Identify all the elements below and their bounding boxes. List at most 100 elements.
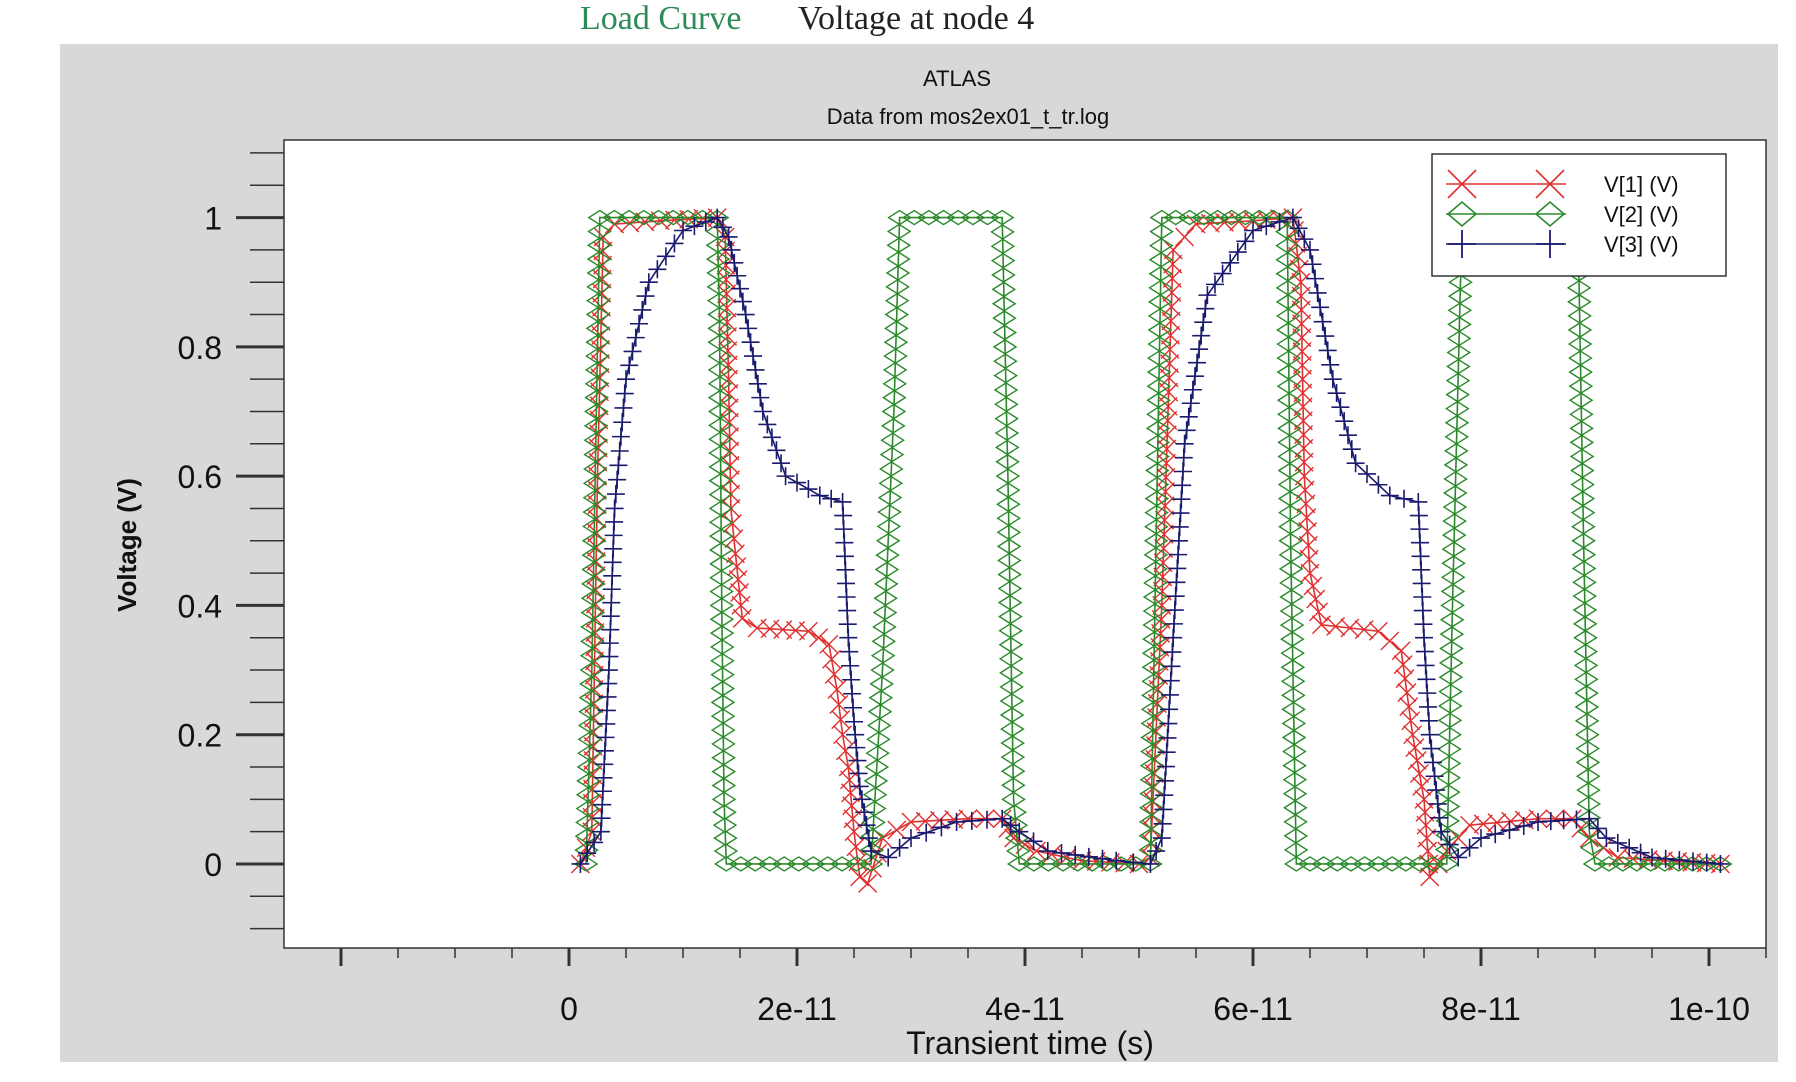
data-point	[1419, 711, 1438, 730]
data-point	[1568, 392, 1594, 409]
data-point	[1574, 671, 1599, 688]
data-point	[576, 773, 601, 789]
data-point	[709, 556, 734, 572]
data-point	[931, 209, 956, 226]
data-point	[1221, 253, 1240, 272]
data-point	[1445, 372, 1471, 389]
data-point	[917, 823, 936, 842]
data-point	[1093, 849, 1112, 868]
data-point	[585, 348, 610, 364]
data-point	[1275, 265, 1301, 282]
data-point	[1409, 763, 1429, 783]
data-point	[1438, 655, 1464, 671]
data-point	[887, 209, 912, 226]
data-point	[646, 209, 671, 226]
data-point	[827, 679, 847, 699]
data-point	[1159, 368, 1179, 388]
data-point	[1428, 794, 1447, 813]
data-point	[710, 694, 736, 711]
data-point	[1441, 541, 1467, 558]
data-point	[584, 375, 610, 392]
data-point	[575, 786, 601, 803]
data-point	[582, 489, 608, 506]
data-point	[798, 621, 818, 641]
data-point	[1368, 621, 1388, 641]
data-point	[1448, 274, 1473, 291]
data-point	[1289, 219, 1308, 238]
data-point	[1165, 614, 1184, 633]
data-point	[717, 312, 737, 332]
data-point	[771, 856, 797, 872]
data-point	[585, 833, 604, 852]
data-point	[998, 608, 1023, 625]
data-point	[583, 446, 608, 463]
x-tick-label: 8e-11	[1441, 991, 1520, 1027]
legend-markers	[1447, 169, 1565, 199]
data-point	[831, 710, 851, 730]
data-point	[1624, 856, 1650, 872]
data-point	[571, 854, 590, 873]
data-point	[707, 403, 733, 420]
data-point	[1596, 856, 1622, 872]
data-point	[577, 745, 602, 761]
series-1	[570, 208, 1730, 893]
data-point	[1442, 499, 1468, 515]
data-point	[1571, 532, 1596, 549]
data-point	[574, 842, 599, 858]
x-tick-label: 4e-11	[985, 991, 1064, 1027]
data-point	[1159, 714, 1178, 733]
data-point	[713, 830, 738, 846]
data-point	[586, 237, 612, 254]
data-point	[1638, 856, 1664, 872]
data-point	[996, 524, 1022, 541]
data-point	[1277, 434, 1302, 451]
data-point	[1147, 842, 1166, 861]
data-point	[1327, 384, 1346, 403]
data-point	[1141, 645, 1167, 662]
data-point	[1366, 856, 1391, 872]
data-point	[829, 695, 849, 715]
data-point	[1440, 583, 1466, 600]
data-point	[1155, 510, 1175, 530]
data-point	[748, 374, 767, 393]
data-point	[1436, 784, 1461, 800]
data-point	[675, 209, 701, 226]
data-point	[999, 693, 1025, 709]
data-point	[1369, 475, 1388, 494]
y-tick-label: 0.8	[178, 330, 222, 366]
data-point	[883, 348, 908, 364]
data-point	[1158, 396, 1178, 416]
data-point	[1219, 209, 1244, 226]
data-point	[1233, 209, 1258, 226]
data-point	[1191, 209, 1216, 226]
data-point	[718, 355, 738, 375]
data-point	[728, 266, 747, 285]
data-point	[1143, 532, 1169, 549]
data-point	[1146, 364, 1172, 380]
data-point	[1708, 856, 1733, 872]
data-point	[866, 731, 891, 748]
data-point	[800, 856, 826, 872]
data-point	[580, 604, 606, 621]
data-point	[712, 804, 737, 821]
data-point	[901, 812, 921, 832]
data-point	[850, 867, 870, 887]
data-point	[991, 281, 1017, 298]
data-point	[585, 306, 611, 323]
data-point	[1303, 576, 1323, 596]
data-point	[947, 812, 966, 831]
data-point	[843, 684, 862, 703]
data-point	[1379, 856, 1405, 872]
data-point	[708, 459, 733, 475]
data-point	[862, 800, 887, 817]
data-point	[1279, 617, 1305, 633]
data-point	[1138, 856, 1163, 872]
data-point	[1159, 382, 1179, 402]
data-point	[1141, 659, 1167, 676]
data-point	[875, 547, 900, 563]
data-point	[1003, 817, 1029, 834]
data-point	[709, 611, 735, 628]
data-point	[580, 619, 605, 635]
data-point	[1275, 294, 1301, 310]
data-point	[660, 209, 686, 226]
